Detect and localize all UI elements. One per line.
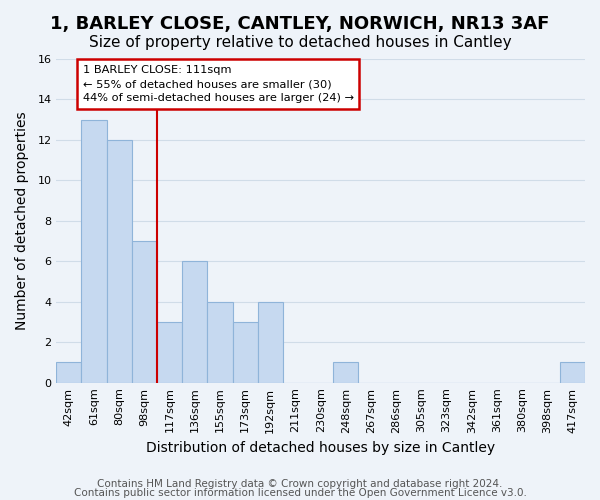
X-axis label: Distribution of detached houses by size in Cantley: Distribution of detached houses by size … (146, 441, 495, 455)
Bar (333, 362, 358, 382)
Bar (82, 120, 107, 382)
Text: Size of property relative to detached houses in Cantley: Size of property relative to detached ho… (89, 35, 511, 50)
Text: Contains public sector information licensed under the Open Government Licence v3: Contains public sector information licen… (74, 488, 526, 498)
Bar (107, 140, 132, 382)
Bar (208, 302, 233, 382)
Text: 1, BARLEY CLOSE, CANTLEY, NORWICH, NR13 3AF: 1, BARLEY CLOSE, CANTLEY, NORWICH, NR13 … (50, 15, 550, 33)
Text: Contains HM Land Registry data © Crown copyright and database right 2024.: Contains HM Land Registry data © Crown c… (97, 479, 503, 489)
Bar (157, 322, 182, 382)
Bar (560, 362, 585, 382)
Bar (132, 241, 157, 382)
Y-axis label: Number of detached properties: Number of detached properties (15, 112, 29, 330)
Text: 1 BARLEY CLOSE: 111sqm
← 55% of detached houses are smaller (30)
44% of semi-det: 1 BARLEY CLOSE: 111sqm ← 55% of detached… (83, 65, 354, 103)
Bar (258, 302, 283, 382)
Bar (56, 362, 82, 382)
Bar (233, 322, 258, 382)
Bar (182, 262, 208, 382)
